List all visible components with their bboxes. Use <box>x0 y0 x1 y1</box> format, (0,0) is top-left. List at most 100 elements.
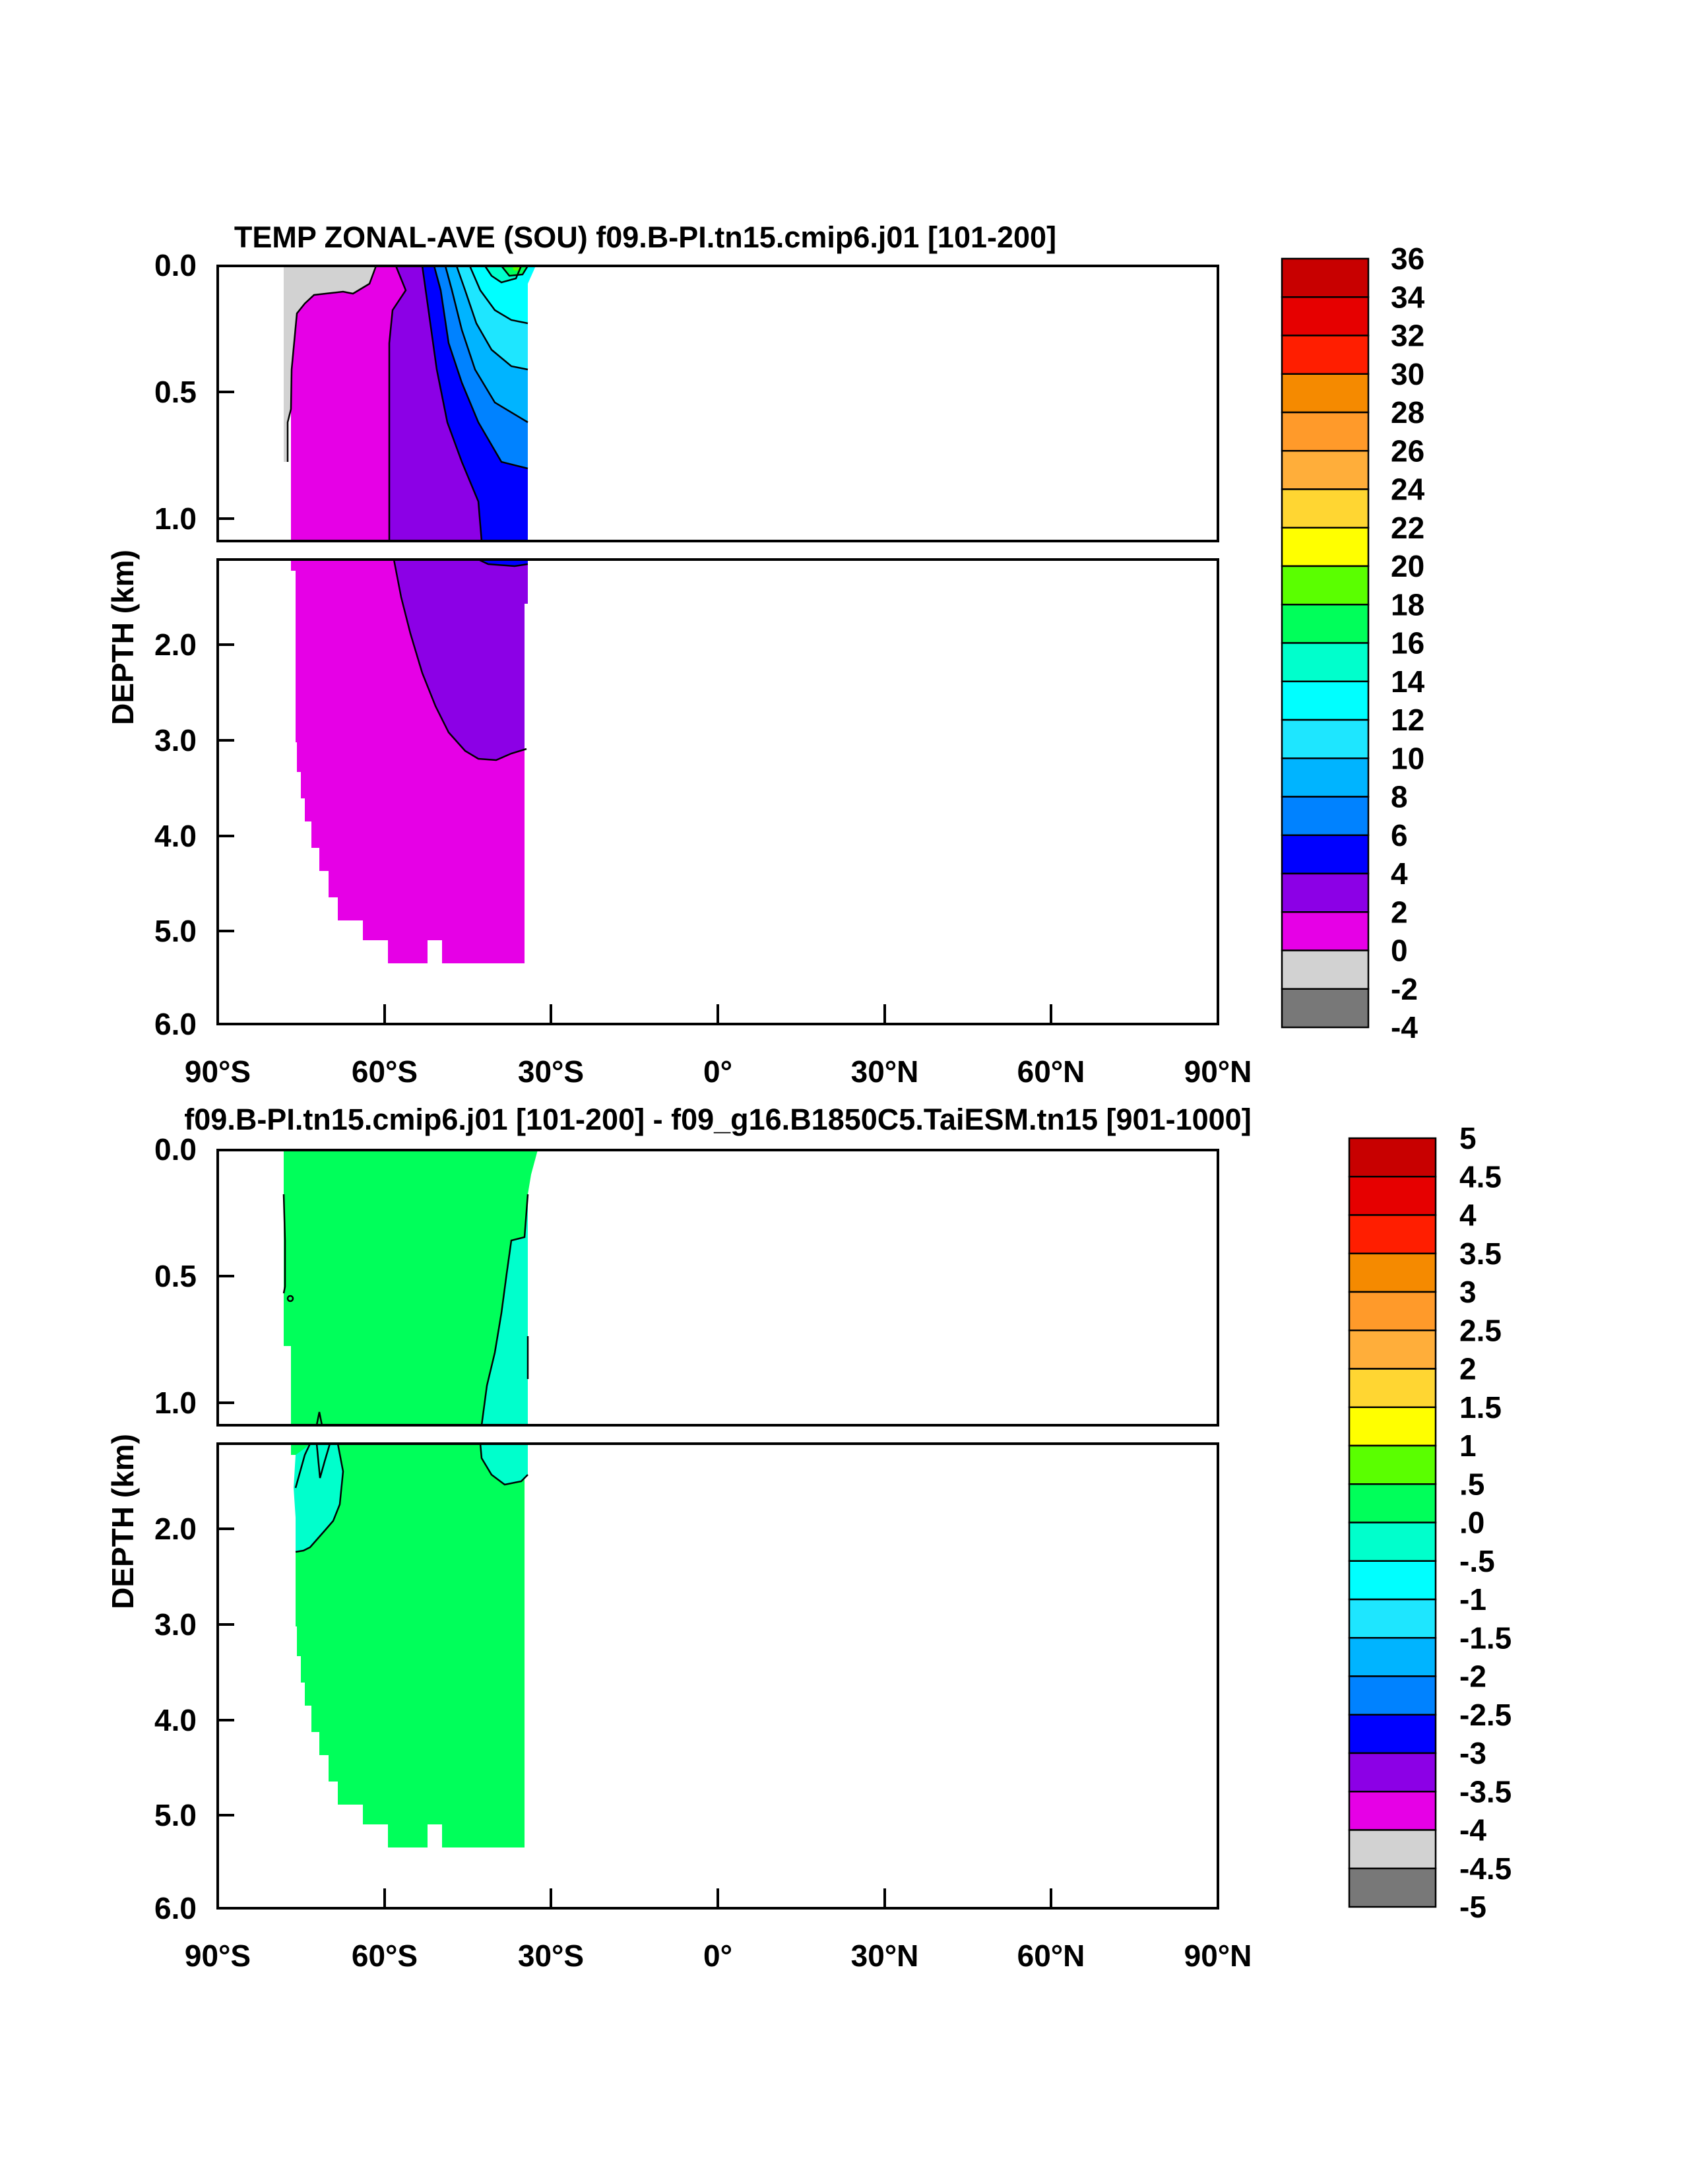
plot-frame-upper <box>216 265 1219 542</box>
panel-temperature: TEMP ZONAL-AVE (SOU) f09.B-PI.tn15.cmip6… <box>106 220 1425 1089</box>
colorbar-swatch <box>1281 834 1370 875</box>
colorbar-label: -.5 <box>1459 1544 1495 1578</box>
colorbar-label: 3.5 <box>1459 1237 1502 1271</box>
field-upper <box>282 1150 538 1426</box>
colorbar-swatch <box>1281 411 1370 452</box>
colorbar-swatch <box>1348 1214 1437 1254</box>
panel-title: f09.B-PI.tn15.cmip6.j01 [101-200] - f09_… <box>184 1103 1251 1136</box>
colorbar-swatch <box>1281 796 1370 836</box>
x-tick-label: 60°N <box>1017 1054 1085 1089</box>
x-tick-label: 30°N <box>851 1939 919 1973</box>
colorbar-swatch <box>1348 1368 1437 1408</box>
colorbar-label: -4 <box>1459 1813 1486 1847</box>
y-tick-label: 3.0 <box>154 723 197 757</box>
colorbar-label: 30 <box>1391 357 1424 391</box>
colorbar-label: .5 <box>1459 1467 1484 1501</box>
y-tick-label: 0.0 <box>154 248 197 282</box>
colorbar-label: 2.5 <box>1459 1313 1502 1347</box>
contour-lines-lower <box>393 558 528 761</box>
colorbar-swatch <box>1348 1714 1437 1754</box>
violet-region-lower <box>394 560 528 760</box>
x-tick-label: 0° <box>703 1939 732 1973</box>
colorbar-label: 22 <box>1391 511 1424 545</box>
colorbar-swatch <box>1281 488 1370 529</box>
colorbar-label: 4 <box>1459 1198 1477 1233</box>
colorbar-label: 36 <box>1391 241 1424 276</box>
green-region-lower <box>291 1444 528 1847</box>
colorbar-swatch <box>1281 604 1370 644</box>
magenta-region-upper <box>291 266 406 541</box>
x-tick-label: 90°S <box>185 1054 251 1089</box>
y-axis-label: DEPTH (km) <box>106 550 140 725</box>
colorbar-swatch <box>1281 911 1370 951</box>
y-tick-label: 1.0 <box>154 501 197 536</box>
panel-title: TEMP ZONAL-AVE (SOU) f09.B-PI.tn15.cmip6… <box>234 220 1056 254</box>
colorbar-swatch <box>1348 1176 1437 1216</box>
colorbar-swatch <box>1348 1483 1437 1524</box>
x-tick-label: 90°N <box>1184 1054 1252 1089</box>
colorbar-label: -5 <box>1459 1890 1486 1924</box>
x-tick-label: 60°S <box>352 1054 418 1089</box>
colorbar-label: 16 <box>1391 626 1424 660</box>
colorbar-label: 24 <box>1391 472 1425 507</box>
colorbar-swatch <box>1348 1867 1437 1908</box>
colorbar-label: -1.5 <box>1459 1621 1512 1655</box>
colorbar-label: 1 <box>1459 1429 1477 1463</box>
field-lower <box>291 558 528 963</box>
colorbar-swatch <box>1281 642 1370 682</box>
colorbar-label: 4 <box>1391 856 1408 891</box>
x-tick-label: 0° <box>703 1054 732 1089</box>
colorbar-swatch <box>1281 565 1370 606</box>
colorbar-swatch <box>1281 450 1370 490</box>
colorbar-swatch <box>1348 1675 1437 1716</box>
panel-difference: f09.B-PI.tn15.cmip6.j01 [101-200] - f09_… <box>106 1103 1512 1973</box>
colorbar-label: 14 <box>1391 664 1425 699</box>
colorbar-swatch <box>1348 1829 1437 1869</box>
y-tick-label: 4.0 <box>154 819 197 853</box>
blue-region-lower <box>478 560 528 566</box>
y-tick-label: 3.0 <box>154 1607 197 1642</box>
colorbar-swatch <box>1281 257 1370 298</box>
ticks <box>216 1149 1052 1910</box>
violet-region-upper <box>389 266 482 541</box>
y-tick-label: 5.0 <box>154 1798 197 1832</box>
colorbar-swatch <box>1348 1791 1437 1831</box>
y-tick-label: 6.0 <box>154 1007 197 1041</box>
y-tick-label: 1.0 <box>154 1386 197 1420</box>
colorbar-swatch <box>1281 949 1370 990</box>
x-tick-label: 60°N <box>1017 1939 1085 1973</box>
colorbar-swatch <box>1281 988 1370 1029</box>
colorbar-swatch <box>1348 1330 1437 1370</box>
colorbar-label: 10 <box>1391 741 1424 775</box>
colorbar-label: -1 <box>1459 1582 1486 1617</box>
colorbar-swatch <box>1348 1137 1437 1178</box>
y-tick-label: 0.5 <box>154 1259 197 1293</box>
x-tick-label: 90°N <box>1184 1939 1252 1973</box>
colorbar-label: -4 <box>1391 1010 1418 1044</box>
band-8-10 <box>445 266 528 422</box>
colorbar-swatch <box>1281 757 1370 798</box>
x-tick-label: 30°S <box>518 1939 584 1973</box>
y-tick-label: 2.0 <box>154 1512 197 1546</box>
contour-lines-upper <box>286 265 529 542</box>
band-12-14 <box>470 266 536 323</box>
aqua-region-south <box>294 1444 343 1552</box>
plot-frame-upper <box>216 1149 1219 1427</box>
colorbar-swatch <box>1281 680 1370 721</box>
colorbar-swatch <box>1281 373 1370 414</box>
colorbar-label: 5 <box>1459 1121 1477 1155</box>
colorbar-swatch <box>1348 1522 1437 1562</box>
colorbar-label: 2 <box>1391 895 1408 929</box>
colorbar-label: -2.5 <box>1459 1698 1512 1732</box>
y-tick-label: 0.0 <box>154 1132 197 1167</box>
colorbar-swatch <box>1281 335 1370 375</box>
colorbar-label: 3 <box>1459 1275 1477 1309</box>
colorbar-label: 1.5 <box>1459 1390 1502 1425</box>
ticks <box>216 265 1052 1025</box>
y-tick-label: 6.0 <box>154 1891 197 1925</box>
colorbar: 54.543.532.521.51.5.0-.5-1-1.5-2-2.5-3-3… <box>1348 1121 1512 1924</box>
contour-lines-lower <box>294 1443 528 1553</box>
y-tick-label: 5.0 <box>154 914 197 948</box>
colorbar-swatch <box>1348 1444 1437 1485</box>
